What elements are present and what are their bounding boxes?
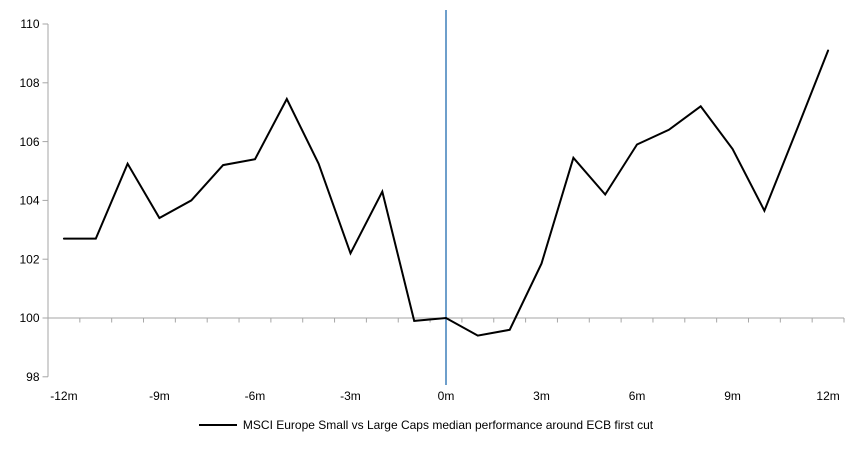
x-axis-tick-label: 9m [724, 389, 741, 403]
y-axis-tick-label: 108 [19, 76, 39, 90]
x-axis-tick-label: 0m [438, 389, 455, 403]
y-axis-tick-label: 102 [19, 252, 39, 266]
legend: MSCI Europe Small vs Large Caps median p… [0, 417, 852, 433]
x-axis-tick-label: -12m [50, 389, 77, 403]
x-axis-tick-label: 12m [816, 389, 839, 403]
x-axis-tick-label: -6m [245, 389, 266, 403]
x-axis-tick-label: 6m [629, 389, 646, 403]
x-axis-tick-label: -9m [149, 389, 170, 403]
y-axis-tick-label: 98 [26, 370, 40, 384]
y-axis-tick-label: 104 [19, 194, 39, 208]
legend-label: MSCI Europe Small vs Large Caps median p… [242, 418, 654, 432]
y-axis-tick-label: 100 [19, 311, 39, 325]
y-axis-tick-label: 110 [20, 17, 39, 31]
series-line-msci-small-vs-large [62, 49, 830, 337]
y-axis-tick-label: 106 [19, 135, 39, 149]
legend-line-sample [198, 424, 237, 426]
x-axis-tick-label: -3m [340, 389, 361, 403]
x-axis-tick-label: 3m [533, 389, 550, 403]
